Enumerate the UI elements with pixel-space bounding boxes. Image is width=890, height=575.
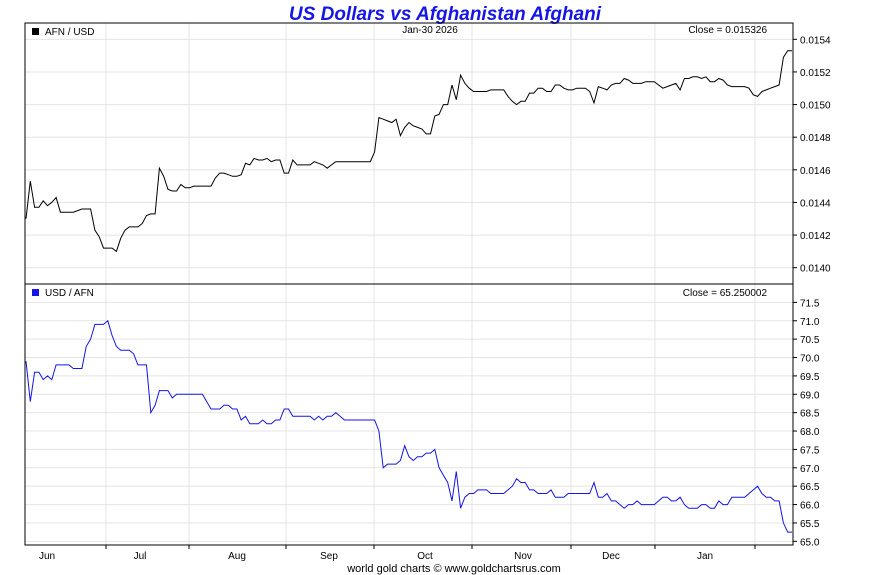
- afn-usd-legend-marker: [32, 28, 39, 35]
- usd-afn-y-tick-label: 69.5: [800, 372, 820, 383]
- date-label: Jan-30 2026: [402, 25, 458, 36]
- usd-afn-y-tick-label: 65.5: [800, 519, 820, 530]
- afn-usd-line: [25, 50, 792, 253]
- x-tick-label: Jul: [134, 551, 147, 562]
- afn-usd-y-tick-label: 0.0142: [800, 231, 831, 242]
- usd-afn-y-tick-label: 68.5: [800, 409, 820, 420]
- afn-usd-y-tick-label: 0.0148: [800, 133, 831, 144]
- x-tick-label: Aug: [228, 551, 246, 562]
- usd-afn-legend-marker: [32, 289, 39, 296]
- afn-usd-gridlines: [25, 23, 793, 284]
- usd-afn-y-tick-label: 69.0: [800, 390, 820, 401]
- afn-usd-close-label: Close = 0.015326: [688, 25, 767, 36]
- usd-afn-y-tick-label: 67.5: [800, 445, 820, 456]
- x-tick-label: Oct: [417, 551, 433, 562]
- usd-afn-y-tick-label: 70.0: [800, 354, 820, 365]
- usd-afn-line: [25, 319, 792, 533]
- usd-afn-y-tick-label: 67.0: [800, 464, 820, 475]
- x-axis: Jun Jul Aug Sep Oct Nov Dec Jan: [39, 545, 756, 562]
- usd-afn-y-tick-label: 65.0: [800, 537, 820, 548]
- usd-afn-y-tick-label: 66.0: [800, 501, 820, 512]
- footer-credit: world gold charts © www.goldchartsrus.co…: [346, 563, 561, 575]
- usd-afn-y-tick-label: 66.5: [800, 482, 820, 493]
- afn-usd-y-tick-label: 0.0140: [800, 264, 831, 275]
- usd-afn-close-label: Close = 65.250002: [683, 288, 768, 299]
- afn-usd-legend-label: AFN / USD: [45, 27, 94, 38]
- x-tick-label: Nov: [514, 551, 532, 562]
- chart-title: US Dollars vs Afghanistan Afghani: [289, 4, 602, 25]
- x-tick-label: Jun: [39, 551, 55, 562]
- x-tick-label: Dec: [602, 551, 620, 562]
- usd-afn-y-tick-label: 68.0: [800, 427, 820, 438]
- x-tick-label: Sep: [320, 551, 338, 562]
- usd-afn-y-tick-label: 71.0: [800, 317, 820, 328]
- usd-afn-plot-frame: [24, 283, 794, 546]
- usd-afn-gridlines: [25, 284, 793, 545]
- afn-usd-panel: AFN / USD Jan-30 2026 Close = 0.015326 0…: [24, 22, 831, 285]
- x-tick-label: Jan: [697, 551, 713, 562]
- usd-afn-legend-label: USD / AFN: [45, 288, 94, 299]
- afn-usd-y-tick-label: 0.0152: [800, 68, 831, 79]
- usd-afn-y-tick-label: 70.5: [800, 335, 820, 346]
- usd-afn-y-axis: 65.0 65.5 66.0 66.5 67.0 67.5 68.0 68.5 69.0 69.5…: [793, 298, 820, 548]
- afn-usd-y-tick-label: 0.0146: [800, 166, 831, 177]
- usd-afn-y-tick-label: 71.5: [800, 298, 820, 309]
- afn-usd-y-tick-label: 0.0144: [800, 198, 831, 209]
- afn-usd-y-axis: 0.0140 0.0142 0.0144 0.0146 0.0148 0.0150 0.01…: [793, 35, 831, 275]
- afn-usd-y-tick-label: 0.0150: [800, 101, 831, 112]
- afn-usd-y-tick-label: 0.0154: [800, 35, 831, 46]
- usd-afn-panel: USD / AFN Close = 65.250002 65.0 65.5 66.0…: [24, 283, 820, 548]
